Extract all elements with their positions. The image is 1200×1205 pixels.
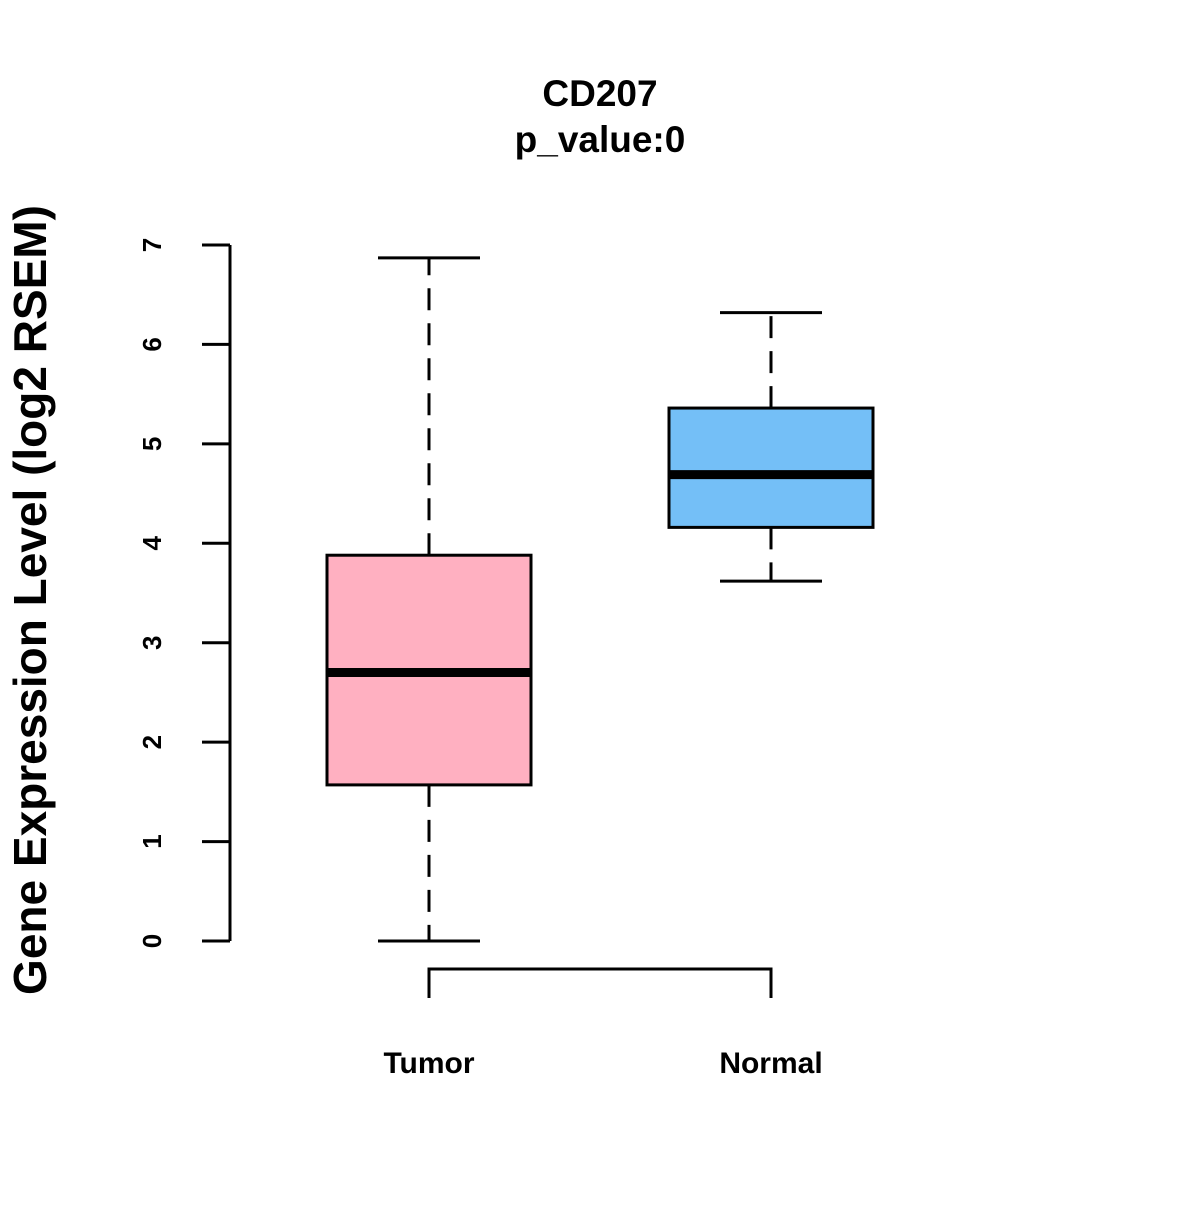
y-tick-label: 1 [137,834,167,848]
y-tick-label: 3 [137,635,167,649]
box-tumor [325,256,533,943]
y-axis-label: Gene Expression Level (log2 RSEM) [4,205,56,995]
y-tick-label: 2 [137,735,167,749]
category-label-tumor: Tumor [383,1047,474,1080]
boxes-group [325,256,875,943]
y-tick-label: 0 [137,934,167,948]
y-tick-label: 4 [137,536,167,551]
y-tick-label: 6 [137,337,167,351]
y-tick-label: 5 [137,437,167,451]
comparison-bracket [427,967,773,998]
iqr-box [667,406,875,529]
category-label-normal: Normal [719,1047,822,1080]
category-labels: Tumor Normal [383,1047,822,1080]
bracket-line [427,967,773,998]
chart-title: CD207 [542,73,657,114]
y-axis: 0 1 2 3 4 5 6 7 [137,238,232,948]
chart-subtitle: p_value:0 [515,119,686,160]
box-normal [667,311,875,583]
y-tick-label: 7 [137,238,167,252]
